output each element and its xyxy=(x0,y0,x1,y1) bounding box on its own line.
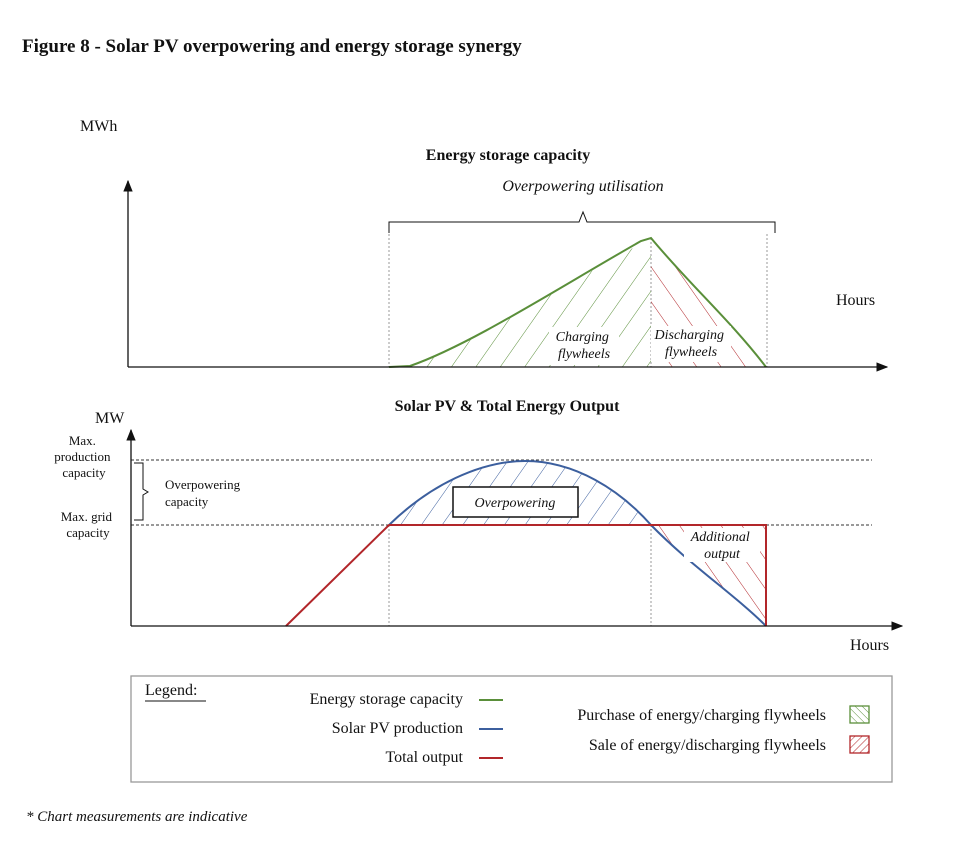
overpowering-capacity-label: Overpowering capacity xyxy=(165,477,243,509)
legend-title: Legend: xyxy=(145,682,197,699)
charging-label-line1: Charging xyxy=(556,330,609,345)
total-output-curve xyxy=(285,524,767,627)
max-production-line3: capacity xyxy=(62,465,106,480)
charging-label: Charging flywheels xyxy=(556,330,613,362)
overpowering-box-label: Overpowering xyxy=(475,496,556,511)
legend: Legend: Energy storage capacity Solar PV… xyxy=(130,675,893,783)
utilisation-brace xyxy=(388,210,776,233)
legend-box xyxy=(130,675,893,783)
additional-output-label: Additional output xyxy=(690,530,754,562)
max-grid-line1: Max. grid xyxy=(61,509,113,524)
overpowering-box xyxy=(452,486,579,518)
top-panel: MWh Energy storage capacity Overpowering… xyxy=(80,118,889,372)
legend-discharging-label: Sale of energy/discharging flywheels xyxy=(589,737,826,754)
max-production-line2: production xyxy=(54,449,111,464)
top-y-unit: MWh xyxy=(80,118,117,135)
legend-solar-label: Solar PV production xyxy=(332,720,463,737)
legend-charging-label: Purchase of energy/charging flywheels xyxy=(577,707,826,724)
overpowering-capacity-brace xyxy=(134,462,149,521)
bottom-y-unit: MW xyxy=(95,410,125,427)
overpowering-capacity-line1: Overpowering xyxy=(165,477,241,492)
additional-output-line2: output xyxy=(704,547,741,562)
bottom-panel-title: Solar PV & Total Energy Output xyxy=(395,398,620,415)
max-grid-line2: capacity xyxy=(66,525,110,540)
overpowering-capacity-line2: capacity xyxy=(165,494,209,509)
additional-output-line1: Additional xyxy=(690,530,750,545)
bottom-x-label: Hours xyxy=(850,637,889,654)
max-production-label: Max. production capacity xyxy=(54,433,114,480)
top-x-label: Hours xyxy=(836,292,875,309)
legend-storage-label: Energy storage capacity xyxy=(310,691,463,708)
figure-title: Figure 8 - Solar PV overpowering and ene… xyxy=(22,36,522,57)
max-production-line1: Max. xyxy=(69,433,96,448)
discharging-label-line2: flywheels xyxy=(665,345,718,360)
top-panel-title: Energy storage capacity xyxy=(426,147,590,164)
overpowering-utilisation-label: Overpowering utilisation xyxy=(502,178,663,195)
legend-discharging-swatch xyxy=(849,735,870,754)
energy-storage-curve xyxy=(388,236,767,368)
legend-total-label: Total output xyxy=(385,749,463,766)
legend-charging-swatch xyxy=(849,705,870,724)
discharging-label: Discharging flywheels xyxy=(654,328,728,360)
max-grid-label: Max. grid capacity xyxy=(61,509,116,540)
discharging-label-line1: Discharging xyxy=(654,328,724,343)
solar-pv-curve xyxy=(388,459,767,627)
footnote: * Chart measurements are indicative xyxy=(26,809,248,825)
bottom-panel: Solar PV & Total Energy Output MW Max. p… xyxy=(54,398,904,654)
charging-label-line2: flywheels xyxy=(558,347,611,362)
